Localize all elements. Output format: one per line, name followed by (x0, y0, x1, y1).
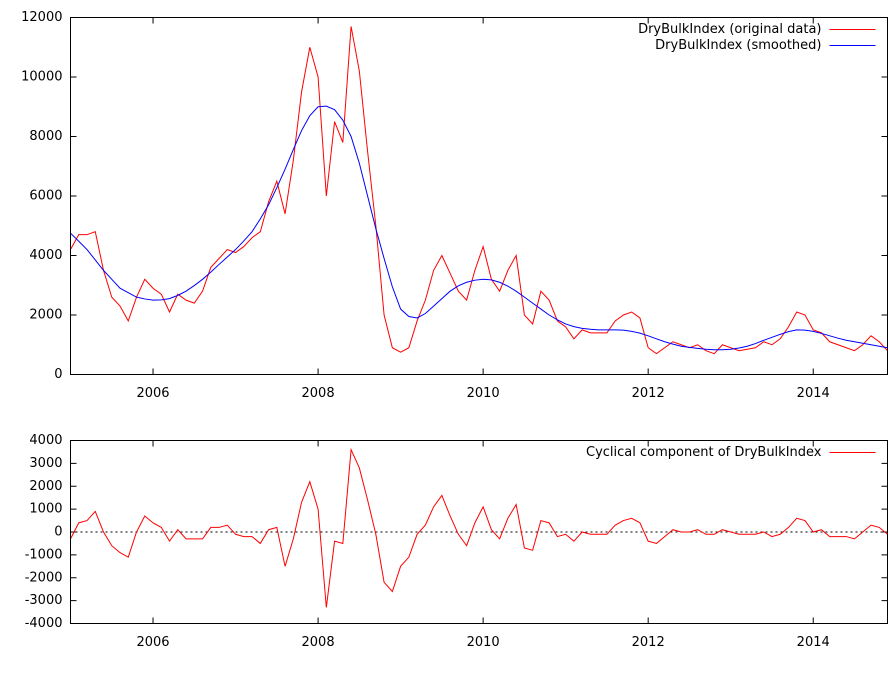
y-tick-label: 6000 (29, 189, 62, 204)
y-tick-label: -3000 (25, 593, 63, 608)
x-tick-label: 2010 (467, 635, 500, 650)
legend-label: DryBulkIndex (original data) (638, 22, 821, 37)
x-tick-label: 2012 (632, 386, 665, 401)
y-tick-label: -4000 (25, 616, 63, 631)
y-tick-label: 2000 (29, 308, 62, 323)
y-tick-label: 4000 (29, 433, 62, 448)
y-tick-label: 8000 (29, 129, 62, 144)
y-tick-label: 12000 (21, 10, 62, 25)
y-tick-label: 1000 (29, 502, 62, 517)
plot-frame (70, 440, 888, 624)
x-tick-label: 2010 (467, 386, 500, 401)
plot-frame (70, 17, 888, 375)
x-tick-label: 2008 (302, 635, 335, 650)
y-tick-label: 4000 (29, 248, 62, 263)
x-tick-label: 2014 (797, 386, 830, 401)
y-tick-label: 0 (54, 525, 62, 540)
x-tick-label: 2012 (632, 635, 665, 650)
data-line (70, 105, 888, 351)
data-line (70, 26, 888, 355)
data-line (70, 447, 888, 608)
x-tick-label: 2006 (136, 635, 169, 650)
y-tick-label: 10000 (21, 70, 62, 85)
legend-label: DryBulkIndex (smoothed) (655, 38, 821, 53)
x-tick-label: 2008 (302, 386, 335, 401)
legend-label: Cyclical component of DryBulkIndex (586, 445, 822, 460)
x-tick-label: 2006 (136, 386, 169, 401)
y-tick-label: 3000 (29, 456, 62, 471)
y-tick-label: 2000 (29, 479, 62, 494)
y-tick-label: -1000 (25, 547, 63, 562)
y-tick-label: 0 (54, 367, 62, 382)
y-tick-label: -2000 (25, 570, 63, 585)
x-tick-label: 2014 (797, 635, 830, 650)
